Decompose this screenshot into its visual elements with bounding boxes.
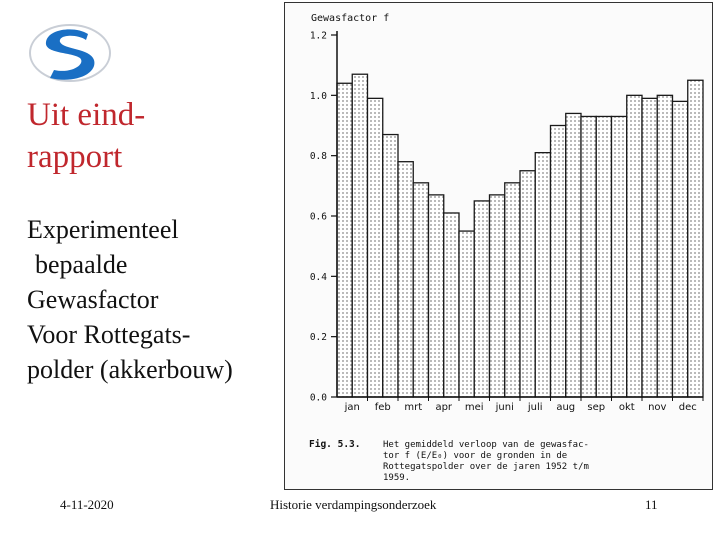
y-tick-label: 0.4	[310, 272, 327, 283]
y-tick-label: 0.6	[310, 212, 327, 223]
y-tick-label: 0.0	[310, 393, 327, 404]
y-tick-label: 0.8	[310, 151, 327, 162]
bar-16	[565, 112, 582, 398]
bar-5	[397, 161, 414, 398]
bar-9	[458, 230, 475, 398]
figure-caption-line: Rottegatspolder over de jaren 1952 t/m	[383, 462, 589, 472]
bar-19	[610, 115, 628, 398]
footer-title: Historie verdampingsonderzoek	[270, 497, 437, 512]
bar-1	[336, 82, 353, 398]
bar-4	[382, 133, 399, 398]
bar-13	[519, 170, 536, 398]
x-tick-label: aug	[556, 402, 575, 413]
title-line-1: Uit eind-	[27, 97, 146, 133]
bar-18	[595, 115, 613, 398]
bar-20	[626, 94, 643, 398]
slide-body: Experimenteel bepaalde Gewasfactor Voor …	[27, 212, 297, 387]
bar-10	[473, 200, 491, 398]
bar-15	[549, 124, 567, 398]
bar-7	[427, 194, 445, 398]
figure-caption-line: 1959.	[383, 473, 410, 483]
logo-icon	[29, 24, 111, 82]
bar-12	[504, 182, 521, 398]
figure-caption-label: Fig. 5.3.	[309, 439, 360, 450]
title-line-2: rapport	[27, 139, 123, 175]
bar-3	[366, 97, 384, 398]
body-line-2: bepaalde	[35, 250, 128, 279]
bar-14	[534, 151, 552, 398]
figure-caption-line: Het gemiddeld verloop van de gewasfac-	[383, 440, 589, 450]
x-tick-label: mrt	[404, 402, 422, 413]
x-tick-label: apr	[435, 402, 452, 413]
x-tick-label: mei	[465, 402, 484, 413]
y-tick-label: 1.0	[310, 91, 327, 102]
y-tick-label: 1.2	[310, 31, 327, 42]
x-tick-label: jan	[344, 402, 360, 413]
footer-date: 4-11-2020	[60, 497, 114, 512]
y-axis-label: Gewasfactor f	[311, 13, 389, 24]
bar-2	[351, 73, 369, 398]
x-tick-label: nov	[648, 402, 666, 413]
x-tick-label: feb	[375, 402, 391, 413]
body-line-5: polder (akkerbouw)	[27, 355, 233, 384]
slide-title: Uit eind- rapport	[27, 94, 267, 178]
body-line-3: Gewasfactor	[27, 285, 159, 314]
body-line-1: Experimenteel	[27, 215, 179, 244]
bar-22	[656, 94, 674, 398]
bar-17	[580, 115, 597, 398]
bar-6	[412, 182, 430, 398]
bar-11	[488, 194, 506, 398]
bar-21	[641, 97, 658, 398]
x-tick-label: juli	[527, 402, 543, 413]
x-tick-label: juni	[495, 402, 514, 413]
y-tick-label: 0.2	[310, 332, 327, 343]
x-tick-label: dec	[679, 402, 697, 413]
scanned-figure: Gewasfactor f 0.0 0.2 0.4 0.6 0.8 1.0 1.2 jan f…	[284, 2, 713, 490]
bar-24	[687, 79, 704, 398]
body-line-4: Voor Rottegats-	[27, 320, 191, 349]
x-tick-label: sep	[587, 402, 605, 413]
figure-caption-line: tor f (E/E₀) voor de gronden in de	[383, 451, 567, 461]
footer-page-number: 11	[645, 497, 658, 512]
bar-23	[671, 100, 689, 398]
x-tick-label: okt	[619, 402, 635, 413]
bar-8	[443, 212, 460, 398]
gewasfactor-chart: Gewasfactor f 0.0 0.2 0.4 0.6 0.8 1.0 1.2 jan f…	[309, 13, 704, 483]
